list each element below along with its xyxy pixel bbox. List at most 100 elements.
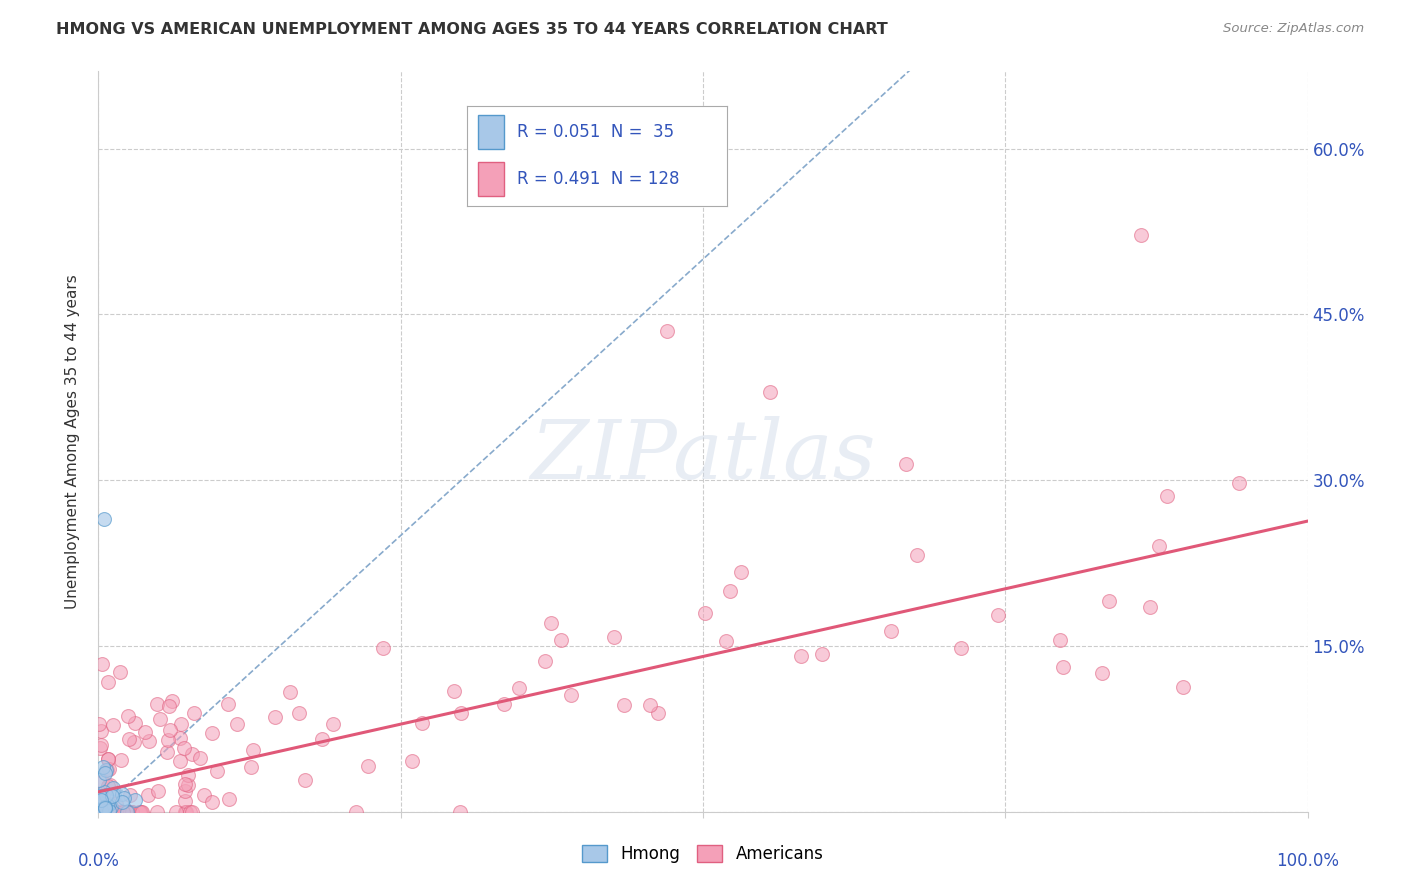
Point	[110, 753, 132, 767]
Point	[647, 706, 669, 720]
Point	[97, 752, 120, 766]
Point	[87, 795, 110, 809]
Point	[96, 805, 118, 819]
Point	[87, 773, 110, 788]
Point	[174, 805, 197, 819]
Point	[170, 716, 193, 731]
Point	[264, 710, 287, 724]
Point	[108, 665, 131, 680]
Text: 0.0%: 0.0%	[77, 853, 120, 871]
Point	[373, 640, 395, 655]
Point	[288, 706, 311, 721]
Point	[131, 805, 153, 819]
Point	[714, 633, 737, 648]
Point	[730, 565, 752, 579]
Point	[655, 324, 678, 338]
Point	[94, 805, 117, 819]
Point	[179, 805, 201, 819]
Point	[218, 792, 240, 806]
Point	[540, 615, 562, 630]
Point	[94, 800, 117, 814]
Point	[613, 698, 636, 713]
Point	[177, 778, 200, 792]
Point	[905, 549, 928, 563]
Point	[90, 793, 112, 807]
Point	[450, 706, 472, 720]
Point	[188, 751, 211, 765]
Point	[146, 697, 169, 711]
Point	[96, 797, 118, 812]
Point	[93, 785, 115, 799]
Point	[492, 698, 515, 712]
Point	[533, 654, 555, 668]
Point	[89, 798, 111, 813]
Point	[1139, 599, 1161, 614]
Point	[87, 790, 110, 805]
Point	[950, 640, 973, 655]
Point	[159, 723, 181, 738]
Point	[217, 698, 239, 712]
Point	[181, 805, 204, 819]
Point	[811, 647, 834, 661]
Point	[148, 712, 170, 726]
Point	[177, 767, 200, 781]
Point	[111, 805, 134, 819]
Point	[242, 742, 264, 756]
Point	[1090, 666, 1112, 681]
Point	[111, 787, 134, 801]
Point	[344, 805, 367, 819]
Point	[169, 731, 191, 745]
Point	[118, 732, 141, 747]
Point	[96, 763, 118, 777]
Point	[278, 685, 301, 699]
Text: Source: ZipAtlas.com: Source: ZipAtlas.com	[1223, 22, 1364, 36]
Point	[560, 689, 582, 703]
Point	[225, 716, 247, 731]
Point	[91, 774, 114, 789]
Point	[89, 799, 111, 814]
Point	[1227, 475, 1250, 490]
Point	[124, 793, 146, 807]
Legend: Hmong, Americans: Hmong, Americans	[576, 838, 830, 870]
Point	[1156, 490, 1178, 504]
Point	[90, 802, 112, 816]
Point	[128, 805, 150, 819]
Point	[94, 764, 117, 778]
Point	[449, 805, 471, 819]
Point	[89, 740, 111, 755]
Point	[105, 805, 128, 819]
Point	[987, 608, 1010, 623]
Point	[98, 797, 121, 811]
Point	[322, 716, 344, 731]
Point	[90, 723, 112, 738]
Point	[357, 759, 380, 773]
Point	[174, 805, 197, 819]
Point	[156, 732, 179, 747]
Point	[101, 780, 124, 795]
Point	[181, 747, 204, 761]
Point	[638, 698, 661, 712]
Point	[136, 789, 159, 803]
Point	[508, 681, 530, 695]
Point	[160, 694, 183, 708]
Point	[173, 741, 195, 756]
Point	[128, 805, 150, 819]
Point	[90, 804, 112, 818]
Point	[174, 776, 197, 790]
Point	[401, 754, 423, 768]
Point	[94, 789, 117, 803]
Point	[94, 801, 117, 815]
Point	[107, 805, 129, 819]
Point	[89, 793, 111, 807]
Point	[134, 725, 156, 739]
Point	[91, 797, 114, 812]
Point	[90, 657, 112, 671]
Point	[104, 797, 127, 812]
Point	[138, 733, 160, 747]
Point	[90, 797, 112, 812]
Point	[117, 805, 139, 819]
Point	[294, 772, 316, 787]
Point	[120, 805, 142, 819]
Point	[1049, 633, 1071, 648]
Point	[97, 779, 120, 793]
